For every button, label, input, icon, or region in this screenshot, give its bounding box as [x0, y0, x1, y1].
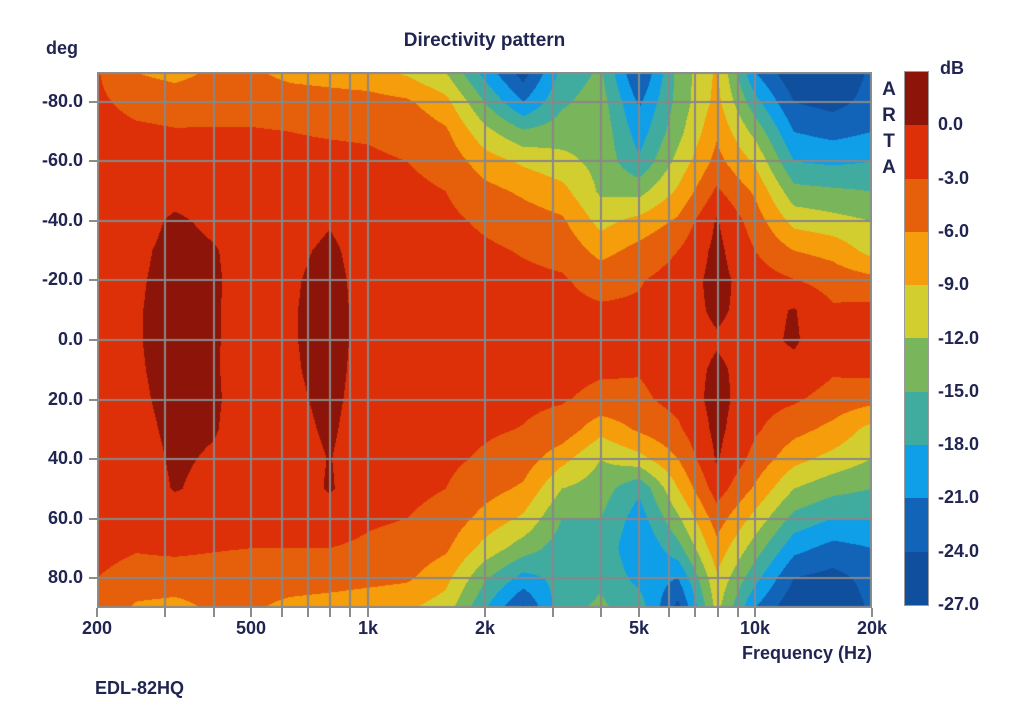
x-tick-mark	[717, 608, 719, 617]
colorbar	[904, 71, 929, 606]
y-tick-mark	[89, 101, 97, 103]
arta-watermark-letter: A	[882, 79, 896, 100]
x-tick-label: 500	[235, 618, 267, 638]
colorbar-tick-label: -21.0	[938, 487, 980, 508]
x-tick-mark	[250, 608, 252, 617]
colorbar-segment	[905, 391, 928, 446]
x-tick-mark	[754, 608, 756, 617]
page-title: Directivity pattern	[403, 30, 566, 51]
colorbar-tick-label: -12.0	[938, 327, 980, 348]
colorbar-tick-label: -24.0	[938, 540, 980, 561]
x-tick-mark	[349, 608, 351, 617]
y-tick-label: -20.0	[41, 269, 83, 289]
colorbar-tick-label: -18.0	[938, 434, 980, 455]
colorbar-unit-label: dB	[940, 58, 964, 78]
y-tick-label: -80.0	[41, 91, 83, 111]
y-tick-label: 0.0	[57, 329, 83, 349]
x-tick-mark	[281, 608, 283, 617]
x-tick-mark	[484, 608, 486, 617]
x-tick-mark	[737, 608, 739, 617]
colorbar-tick-label: -3.0	[938, 167, 970, 188]
directivity-heatmap-canvas	[97, 72, 872, 608]
x-tick-mark	[552, 608, 554, 617]
x-tick-mark	[307, 608, 309, 617]
x-tick-mark	[600, 608, 602, 617]
arta-watermark-letter: T	[883, 131, 895, 152]
colorbar-segment	[905, 338, 928, 392]
colorbar-tick-label: -15.0	[938, 380, 980, 401]
colorbar-tick-label: 0.0	[938, 114, 964, 135]
y-tick-label: 60.0	[47, 508, 83, 528]
y-tick-mark	[89, 220, 97, 222]
y-axis-unit-label: deg	[46, 38, 79, 58]
y-tick-label: -60.0	[41, 150, 83, 170]
x-tick-mark	[329, 608, 331, 617]
colorbar-segment	[905, 125, 928, 179]
x-tick-label: 20k	[856, 618, 888, 638]
arta-watermark-letter: A	[882, 157, 896, 178]
x-tick-mark	[871, 608, 873, 617]
x-tick-label: 5k	[628, 618, 650, 638]
colorbar-tick-label: -9.0	[938, 274, 970, 295]
x-tick-mark	[96, 608, 98, 617]
arta-watermark-letter: R	[882, 105, 896, 126]
footer-device-label: EDL-82HQ	[95, 678, 185, 698]
y-tick-label: 20.0	[47, 389, 83, 409]
colorbar-tick-label: -27.0	[938, 594, 980, 614]
x-tick-mark	[367, 608, 369, 617]
colorbar-segment	[905, 445, 928, 499]
y-tick-mark	[89, 399, 97, 401]
plot-area	[97, 72, 872, 608]
colorbar-segment	[905, 551, 928, 605]
colorbar-segment	[905, 285, 928, 339]
y-tick-label: 80.0	[47, 567, 83, 587]
y-tick-mark	[89, 458, 97, 460]
x-tick-label: 2k	[474, 618, 496, 638]
y-tick-label: -40.0	[41, 210, 83, 230]
y-tick-mark	[89, 518, 97, 520]
x-tick-mark	[668, 608, 670, 617]
colorbar-segment	[905, 498, 928, 552]
y-tick-mark	[89, 160, 97, 162]
y-tick-mark	[89, 279, 97, 281]
x-tick-mark	[213, 608, 215, 617]
y-tick-mark	[89, 577, 97, 579]
x-tick-mark	[638, 608, 640, 617]
colorbar-segment	[905, 178, 928, 232]
colorbar-tick-label: -6.0	[938, 220, 970, 241]
colorbar-segment	[905, 72, 928, 126]
x-axis-label: Frequency (Hz)	[741, 643, 872, 663]
colorbar-segment	[905, 231, 928, 286]
x-tick-label: 200	[81, 618, 113, 638]
x-tick-mark	[164, 608, 166, 617]
x-tick-mark	[694, 608, 696, 617]
y-tick-mark	[89, 339, 97, 341]
x-tick-label: 1k	[357, 618, 379, 638]
y-tick-label: 40.0	[47, 448, 83, 468]
x-tick-label: 10k	[739, 618, 771, 638]
